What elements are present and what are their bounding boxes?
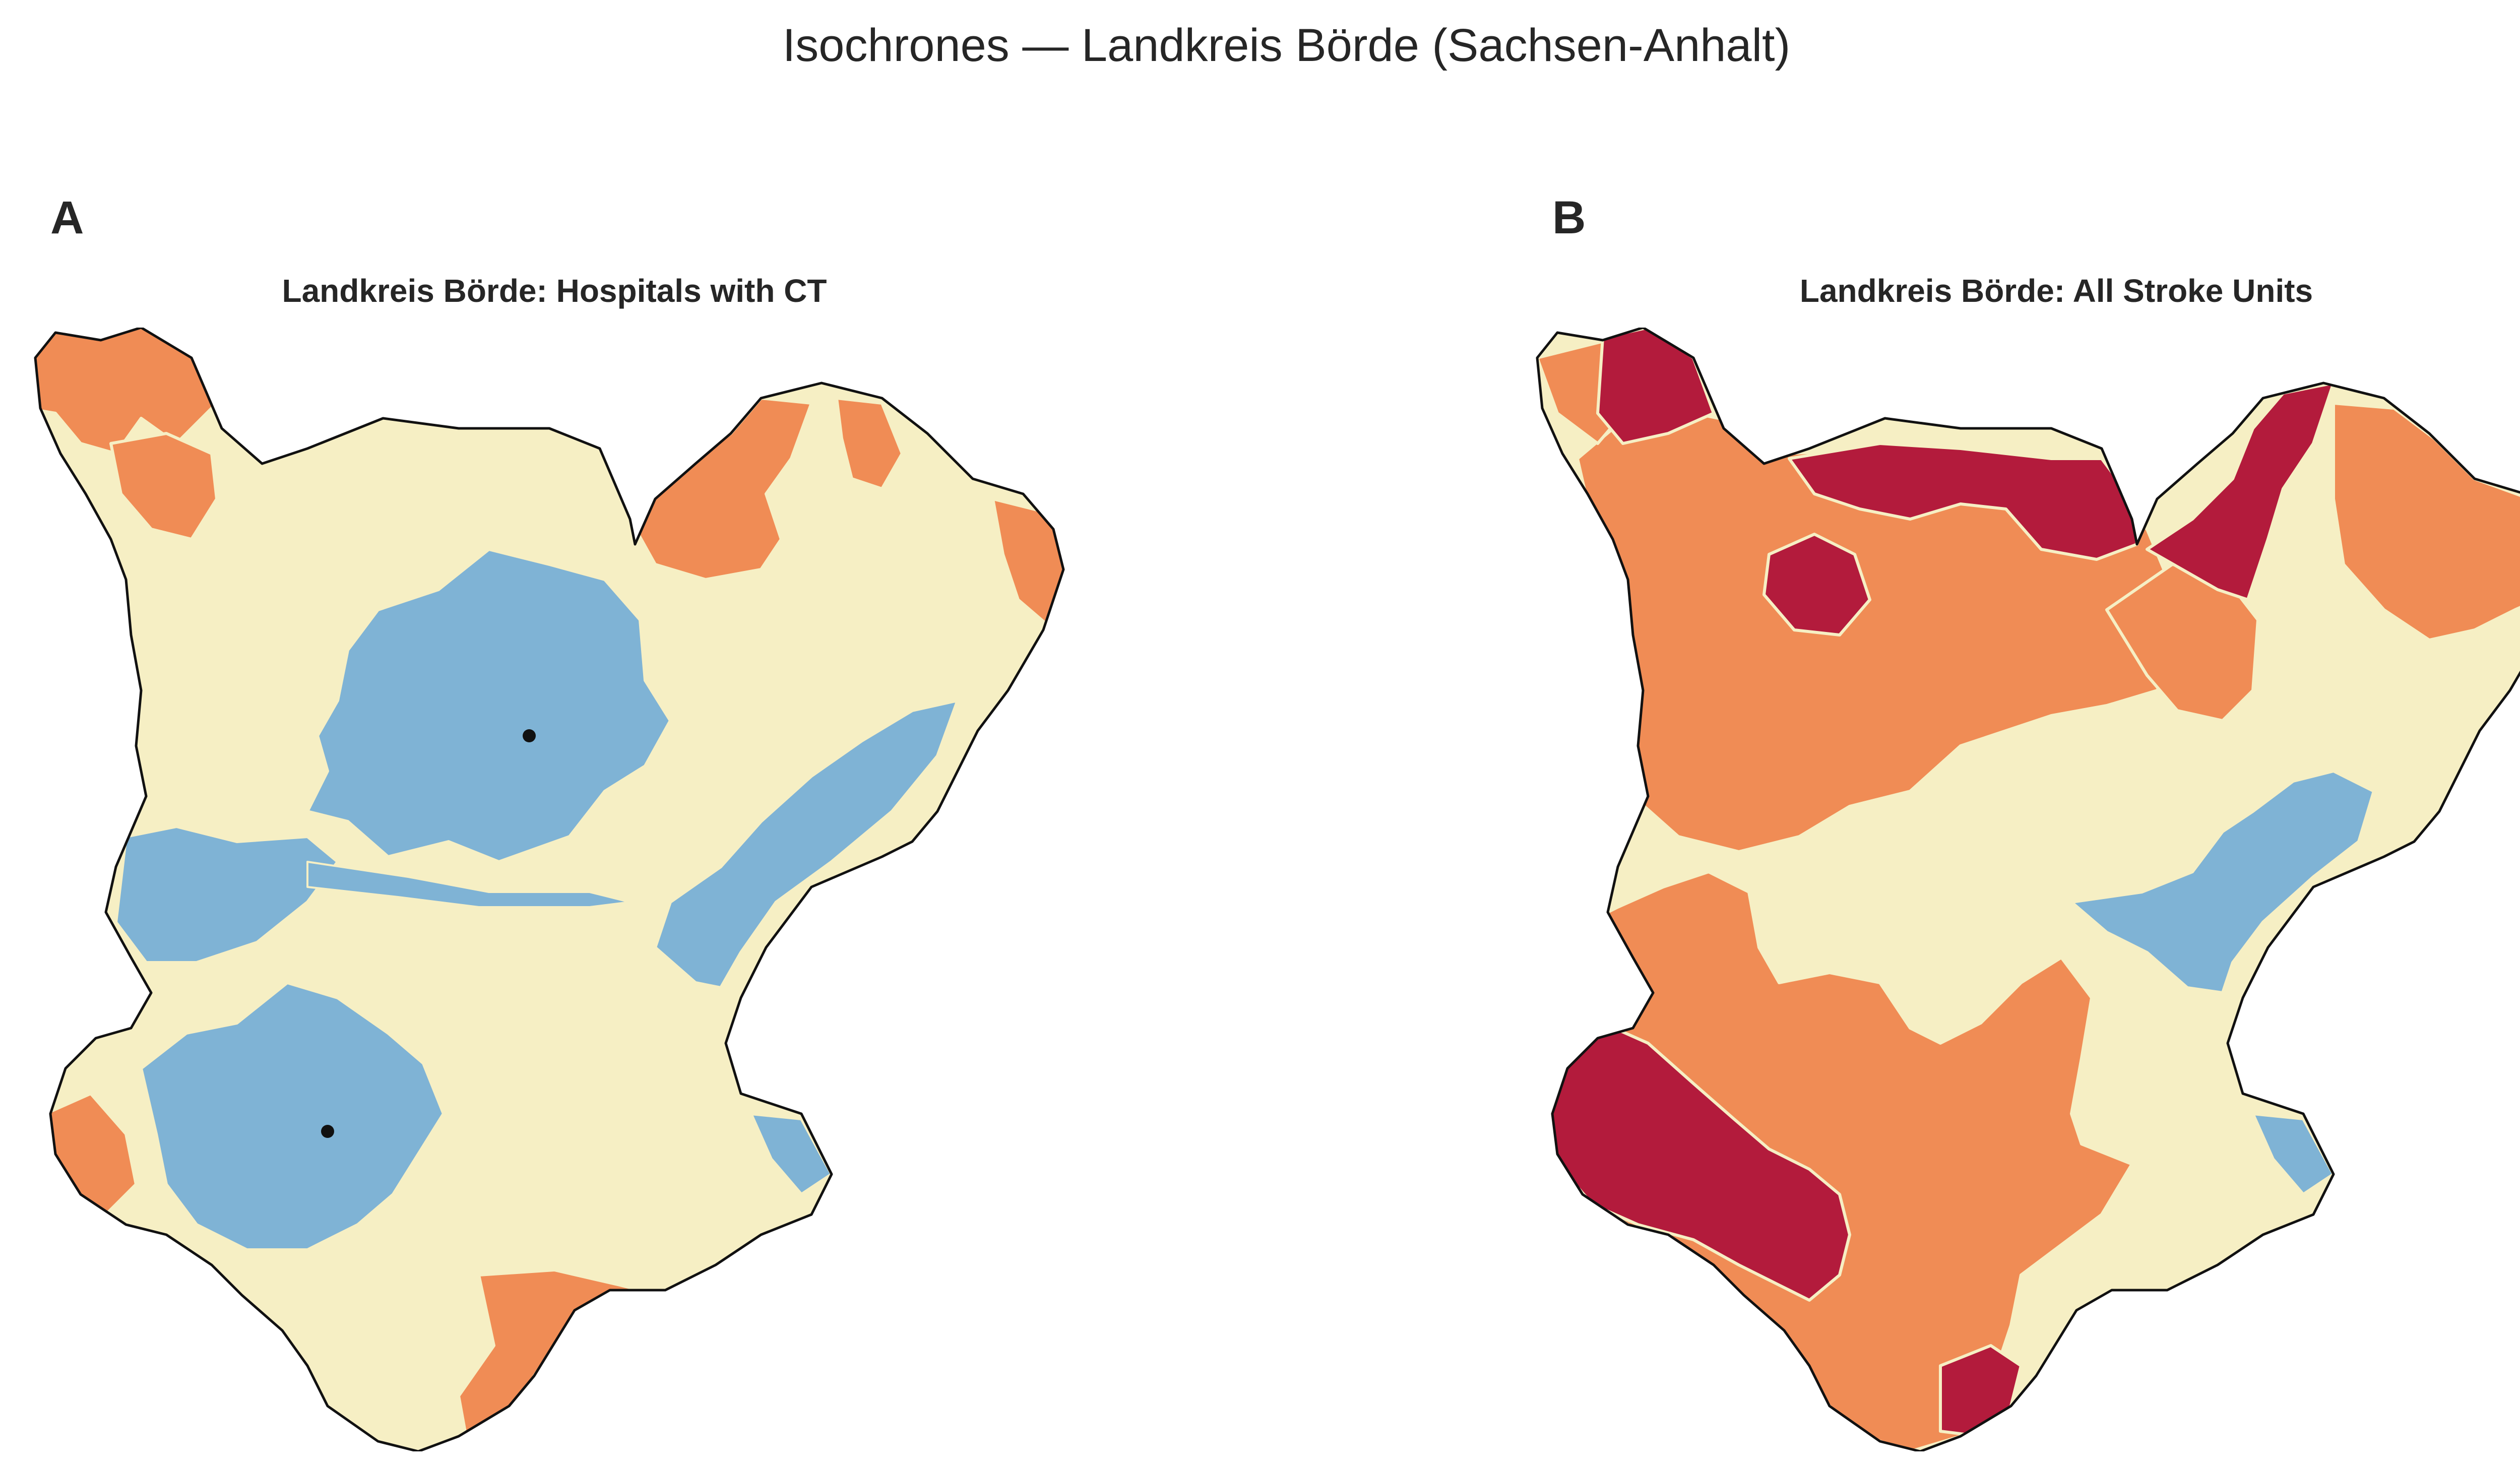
zone-near-southeast-patch xyxy=(2251,1112,2335,1196)
figure-title: Isochrones — Landkreis Börde (Sachsen-An… xyxy=(782,20,1791,71)
panel-b-map xyxy=(1536,328,2520,1451)
hospital-marker xyxy=(321,1125,334,1138)
zone-farthest-north xyxy=(1788,442,2138,561)
zone-near-southeast-patch xyxy=(749,1112,833,1196)
zone-far-northeast-patch xyxy=(835,397,904,490)
panel-b-letter: B xyxy=(1552,192,1586,243)
zone-near-east-band xyxy=(654,699,959,989)
zone-farthest-northeast xyxy=(2146,381,2335,601)
zone-near-south-hub xyxy=(140,981,445,1251)
panel-a-map xyxy=(34,328,1065,1451)
hospital-marker xyxy=(523,729,536,742)
zone-near-north-hub xyxy=(306,548,672,863)
zone-near-canal xyxy=(306,861,631,908)
panel-b: B Landkreis Börde: All Stroke Units xyxy=(1527,192,2520,1451)
district-border xyxy=(34,328,1065,1451)
zone-far-northwest-patch xyxy=(109,432,218,541)
panel-a-letter: A xyxy=(50,192,84,243)
panel-a-title: Landkreis Börde: Hospitals with CT xyxy=(282,273,827,309)
zone-near-corridor-west xyxy=(114,825,339,964)
zone-farthest-north-patch xyxy=(1762,533,1871,636)
district-border xyxy=(1536,328,2520,1451)
zone-near-east-band xyxy=(2070,770,2375,994)
panel-a: A Landkreis Börde: Hospitals with CT xyxy=(25,192,1134,1451)
panel-b-title: Landkreis Börde: All Stroke Units xyxy=(1799,273,2313,309)
zone-far-south xyxy=(457,1268,662,1451)
